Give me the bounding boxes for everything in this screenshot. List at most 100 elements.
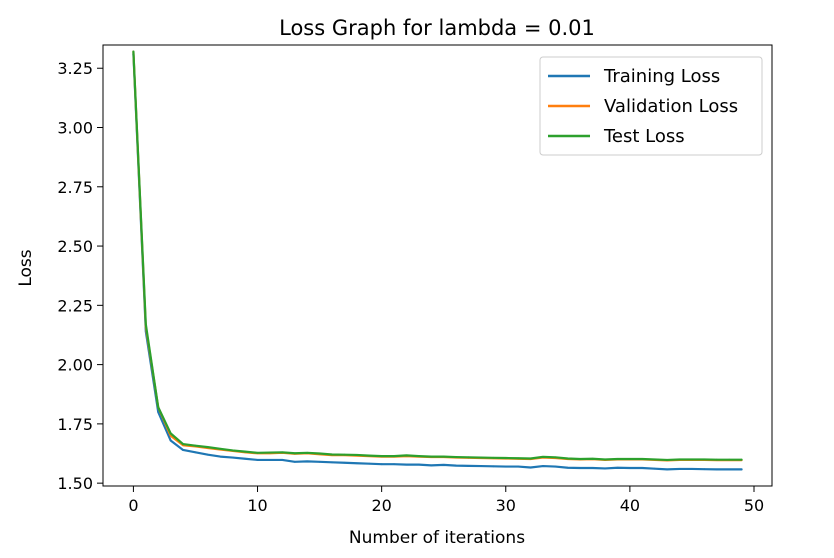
- data-point-training-loss: [455, 464, 458, 467]
- data-point-training-loss: [194, 451, 197, 454]
- data-point-training-loss: [430, 464, 433, 467]
- y-tick-label: 1.50: [57, 474, 93, 493]
- data-point-training-loss: [554, 465, 557, 468]
- data-point-training-loss: [653, 467, 656, 470]
- chart-title: Loss Graph for lambda = 0.01: [279, 16, 595, 40]
- data-point-test-loss: [691, 458, 693, 461]
- x-tick-label: 0: [128, 496, 138, 515]
- data-point-training-loss: [492, 465, 495, 468]
- data-point-test-loss: [293, 452, 296, 455]
- data-point-validation-loss: [169, 434, 172, 437]
- data-point-training-loss: [169, 439, 172, 442]
- data-point-test-loss: [517, 457, 520, 460]
- data-point-test-loss: [269, 451, 271, 454]
- data-point-training-loss: [417, 463, 420, 466]
- data-point-test-loss: [244, 450, 247, 453]
- data-point-training-loss: [641, 467, 644, 469]
- data-point-training-loss: [728, 468, 731, 471]
- data-point-training-loss: [355, 462, 358, 465]
- legend: Training Loss Validation Loss Test Loss: [539, 56, 763, 156]
- data-point-training-loss: [256, 459, 259, 461]
- data-point-test-loss: [157, 406, 160, 409]
- data-point-test-loss: [703, 458, 706, 461]
- y-axis-label: Loss: [16, 249, 36, 286]
- data-point-test-loss: [529, 457, 532, 460]
- data-point-training-loss: [231, 456, 234, 459]
- data-point-training-loss: [604, 467, 606, 470]
- data-point-test-loss: [206, 446, 209, 449]
- data-point-test-loss: [281, 451, 284, 454]
- data-point-test-loss: [579, 458, 582, 460]
- data-point-test-loss: [169, 432, 172, 435]
- data-point-test-loss: [542, 455, 544, 458]
- data-point-test-loss: [480, 456, 482, 459]
- data-point-training-loss: [467, 464, 470, 467]
- data-point-training-loss: [343, 461, 346, 464]
- legend-label-test-loss: Test Loss: [603, 126, 685, 147]
- data-point-training-loss: [517, 465, 520, 468]
- data-point-test-loss: [355, 454, 358, 456]
- data-point-training-loss: [281, 459, 284, 461]
- legend-label-validation-loss: Validation Loss: [604, 96, 738, 117]
- data-point-test-loss: [728, 458, 731, 461]
- data-point-test-loss: [678, 458, 681, 461]
- data-point-test-loss: [182, 443, 184, 445]
- plot-area: [132, 50, 743, 471]
- x-axis-ticks: 0 10 20 30 40 50: [128, 486, 764, 515]
- data-point-training-loss: [318, 460, 321, 463]
- data-point-test-loss: [566, 457, 569, 460]
- data-point-training-loss: [542, 465, 544, 467]
- data-point-test-loss: [467, 456, 470, 459]
- y-tick-label: 3.00: [57, 119, 93, 138]
- data-point-test-loss: [740, 458, 743, 461]
- data-point-test-loss: [417, 455, 420, 458]
- data-point-training-loss: [579, 467, 582, 469]
- data-point-test-loss: [715, 458, 718, 461]
- legend-frame: [539, 56, 763, 156]
- data-point-test-loss: [591, 457, 594, 460]
- data-point-test-loss: [492, 456, 495, 459]
- y-tick-label: 3.25: [57, 59, 93, 78]
- data-point-training-loss: [244, 457, 247, 460]
- data-point-training-loss: [442, 464, 445, 466]
- data-point-test-loss: [231, 449, 234, 452]
- legend-label-training-loss: Training Loss: [603, 66, 720, 87]
- data-point-test-loss: [256, 451, 259, 454]
- y-tick-label: 2.75: [57, 178, 93, 197]
- data-point-training-loss: [504, 465, 507, 468]
- x-tick-label: 30: [496, 496, 516, 515]
- y-tick-label: 1.75: [57, 415, 93, 434]
- plot-frame: [102, 44, 773, 487]
- data-point-training-loss: [157, 411, 160, 413]
- data-point-training-loss: [393, 463, 395, 466]
- data-point-test-loss: [455, 456, 458, 458]
- data-point-test-loss: [306, 451, 309, 454]
- y-tick-label: 2.50: [57, 237, 93, 256]
- data-point-test-loss: [343, 453, 346, 456]
- y-tick-label: 2.25: [57, 296, 93, 315]
- data-point-training-loss: [405, 463, 408, 466]
- data-point-training-loss: [182, 449, 184, 451]
- data-point-test-loss: [405, 454, 408, 457]
- data-point-test-loss: [380, 455, 383, 458]
- y-tick-label: 2.00: [57, 356, 93, 375]
- data-point-test-loss: [194, 444, 197, 447]
- data-point-training-loss: [703, 468, 706, 471]
- data-point-test-loss: [132, 50, 135, 53]
- data-point-test-loss: [393, 455, 395, 458]
- data-point-test-loss: [504, 457, 507, 459]
- x-tick-label: 40: [620, 496, 640, 515]
- data-point-test-loss: [430, 455, 433, 458]
- data-point-training-loss: [293, 460, 296, 463]
- data-point-test-loss: [604, 458, 606, 461]
- data-point-training-loss: [480, 465, 482, 467]
- data-point-test-loss: [628, 458, 631, 460]
- data-point-training-loss: [269, 459, 271, 461]
- x-tick-label: 20: [371, 496, 391, 515]
- data-point-training-loss: [740, 468, 743, 471]
- data-point-training-loss: [306, 460, 309, 463]
- data-point-training-loss: [666, 468, 669, 471]
- x-tick-label: 50: [744, 496, 764, 515]
- data-point-training-loss: [566, 466, 569, 469]
